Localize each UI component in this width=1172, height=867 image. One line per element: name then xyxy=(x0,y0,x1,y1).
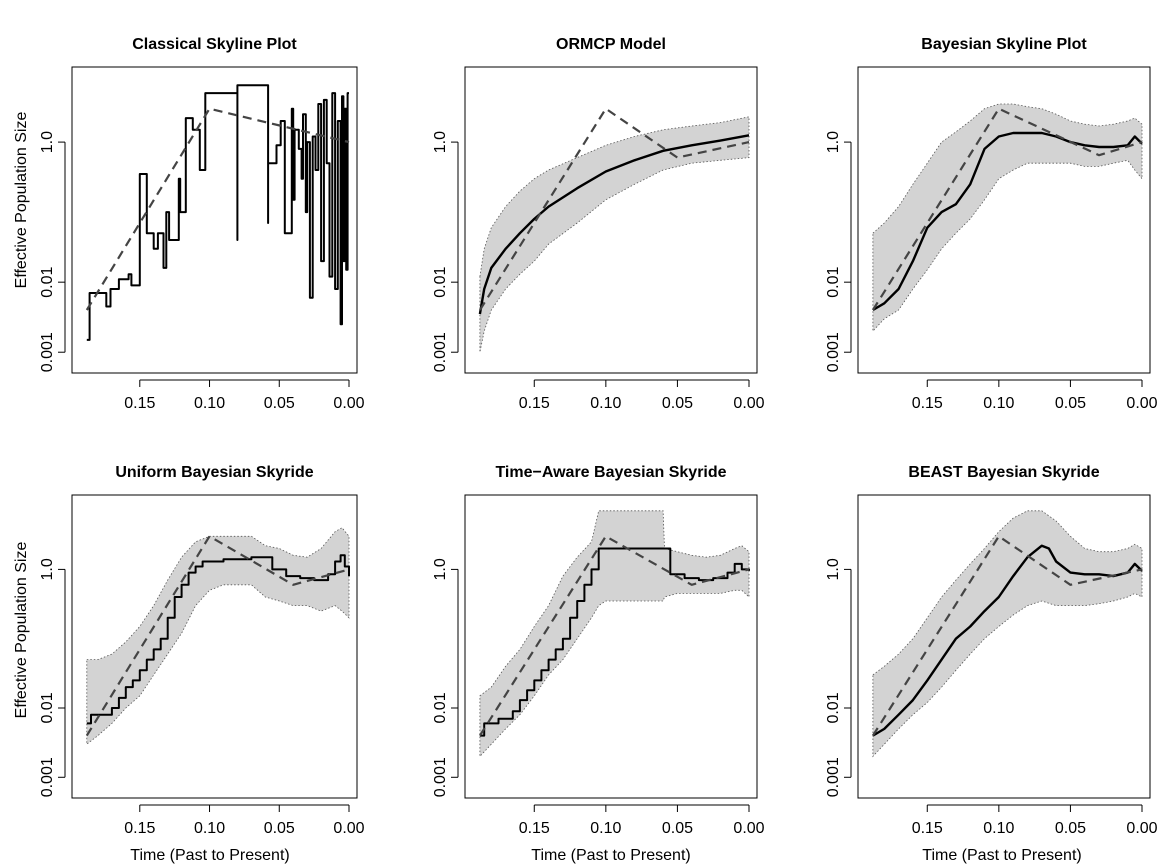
plot-frame xyxy=(71,494,358,799)
x-axis-label-right: Time (Past to Present) xyxy=(922,847,1081,864)
x-tick-label: 0.05 xyxy=(1055,395,1086,412)
panel-title: Uniform Bayesian Skyride xyxy=(115,464,313,481)
panel-title: Classical Skyline Plot xyxy=(132,36,297,53)
panel-3: Bayesian Skyline Plot 0.15 0.10 0.05 0.00 0.0… xyxy=(825,36,1158,412)
true-trajectory-line xyxy=(85,107,350,311)
plot-frame xyxy=(857,494,1151,799)
x-tick-label: 0.10 xyxy=(983,395,1014,412)
panel-title: ORMCP Model xyxy=(556,36,666,53)
x-axis-label-left: Time (Past to Present) xyxy=(130,847,289,864)
x-tick-label: 0.00 xyxy=(1126,820,1157,837)
y-tick-label: 1.0 xyxy=(825,131,842,153)
plot-frame xyxy=(857,66,1151,374)
x-tick-label: 0.05 xyxy=(662,820,693,837)
confidence-band xyxy=(479,510,750,758)
x-tick-label: 0.15 xyxy=(124,820,155,837)
x-tick-label: 0.15 xyxy=(912,820,943,837)
y-tick-label: 0.01 xyxy=(432,267,449,298)
y-axis-label-top: Effective Population Size xyxy=(13,112,30,289)
true-trajectory-line xyxy=(871,107,1143,311)
plot-frame xyxy=(71,66,358,374)
x-tick-label: 0.10 xyxy=(194,820,225,837)
estimate-line xyxy=(872,544,1143,737)
confidence-band xyxy=(872,510,1143,758)
panel-1: Classical Skyline Plot 0.15 0.10 0.05 0.00 0.… xyxy=(39,36,365,412)
x-tick-label: 0.00 xyxy=(733,395,764,412)
confidence-band xyxy=(86,527,350,746)
panel-2: ORMCP Model 0.15 0.10 0.05 0.00 0.001 0.01 1.0 xyxy=(432,36,765,412)
x-tick-label: 0.00 xyxy=(333,395,364,412)
panel-title: BEAST Bayesian Skyride xyxy=(908,464,1099,481)
y-tick-label: 1.0 xyxy=(39,558,56,580)
plot-frame xyxy=(464,494,758,799)
x-tick-label: 0.15 xyxy=(519,395,550,412)
y-tick-label: 0.001 xyxy=(39,332,56,372)
estimate-line xyxy=(86,84,349,341)
estimate-line xyxy=(479,547,750,737)
y-tick-label: 0.001 xyxy=(432,757,449,797)
y-tick-label: 0.001 xyxy=(39,757,56,797)
y-tick-label: 0.01 xyxy=(432,692,449,723)
panel-title: Time−Aware Bayesian Skyride xyxy=(495,464,726,481)
y-tick-label: 0.01 xyxy=(825,267,842,298)
x-tick-label: 0.05 xyxy=(264,395,295,412)
x-tick-label: 0.05 xyxy=(1055,820,1086,837)
true-trajectory-line xyxy=(478,535,750,737)
x-tick-label: 0.15 xyxy=(124,395,155,412)
x-tick-label: 0.10 xyxy=(590,820,621,837)
confidence-band xyxy=(872,103,1143,333)
panels: Classical Skyline Plot 0.15 0.10 0.05 0.00 0.… xyxy=(39,36,1158,837)
x-tick-label: 0.00 xyxy=(333,820,364,837)
x-tick-label: 0.15 xyxy=(519,820,550,837)
x-tick-label: 0.05 xyxy=(264,820,295,837)
y-tick-label: 0.001 xyxy=(825,757,842,797)
panel-title: Bayesian Skyline Plot xyxy=(921,36,1087,53)
x-tick-label: 0.10 xyxy=(590,395,621,412)
panel-4: Uniform Bayesian Skyride 0.15 0.10 0.05 0.00… xyxy=(39,464,365,837)
x-tick-label: 0.05 xyxy=(662,395,693,412)
plot-frame xyxy=(464,66,758,374)
panel-5: Time−Aware Bayesian Skyride 0.15 0.10 0.05 0… xyxy=(432,464,765,837)
x-tick-label: 0.00 xyxy=(733,820,764,837)
y-tick-label: 1.0 xyxy=(432,558,449,580)
x-tick-label: 0.15 xyxy=(912,395,943,412)
x-tick-label: 0.00 xyxy=(1126,395,1157,412)
panel-6: BEAST Bayesian Skyride 0.15 0.10 0.05 0.00 0.… xyxy=(825,464,1158,837)
y-tick-label: 0.01 xyxy=(39,692,56,723)
y-tick-label: 1.0 xyxy=(39,131,56,153)
x-tick-label: 0.10 xyxy=(983,820,1014,837)
estimate-line xyxy=(872,131,1143,312)
y-tick-label: 0.001 xyxy=(432,332,449,372)
y-axis-label-bottom: Effective Population Size xyxy=(13,542,30,719)
confidence-band xyxy=(479,116,750,353)
x-axis-label-middle: Time (Past to Present) xyxy=(531,847,690,864)
y-tick-label: 0.001 xyxy=(825,332,842,372)
y-tick-label: 1.0 xyxy=(432,131,449,153)
y-tick-label: 0.01 xyxy=(39,267,56,298)
y-tick-label: 0.01 xyxy=(825,692,842,723)
true-trajectory-line xyxy=(871,535,1143,737)
estimate-line xyxy=(86,554,350,725)
x-tick-label: 0.10 xyxy=(194,395,225,412)
true-trajectory-line xyxy=(478,107,750,311)
y-tick-label: 1.0 xyxy=(825,558,842,580)
estimate-line xyxy=(478,134,750,315)
